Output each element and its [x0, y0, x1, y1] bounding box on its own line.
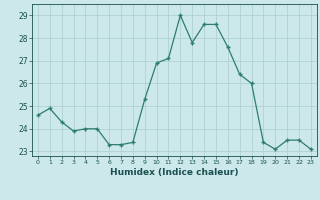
X-axis label: Humidex (Indice chaleur): Humidex (Indice chaleur)	[110, 168, 239, 177]
